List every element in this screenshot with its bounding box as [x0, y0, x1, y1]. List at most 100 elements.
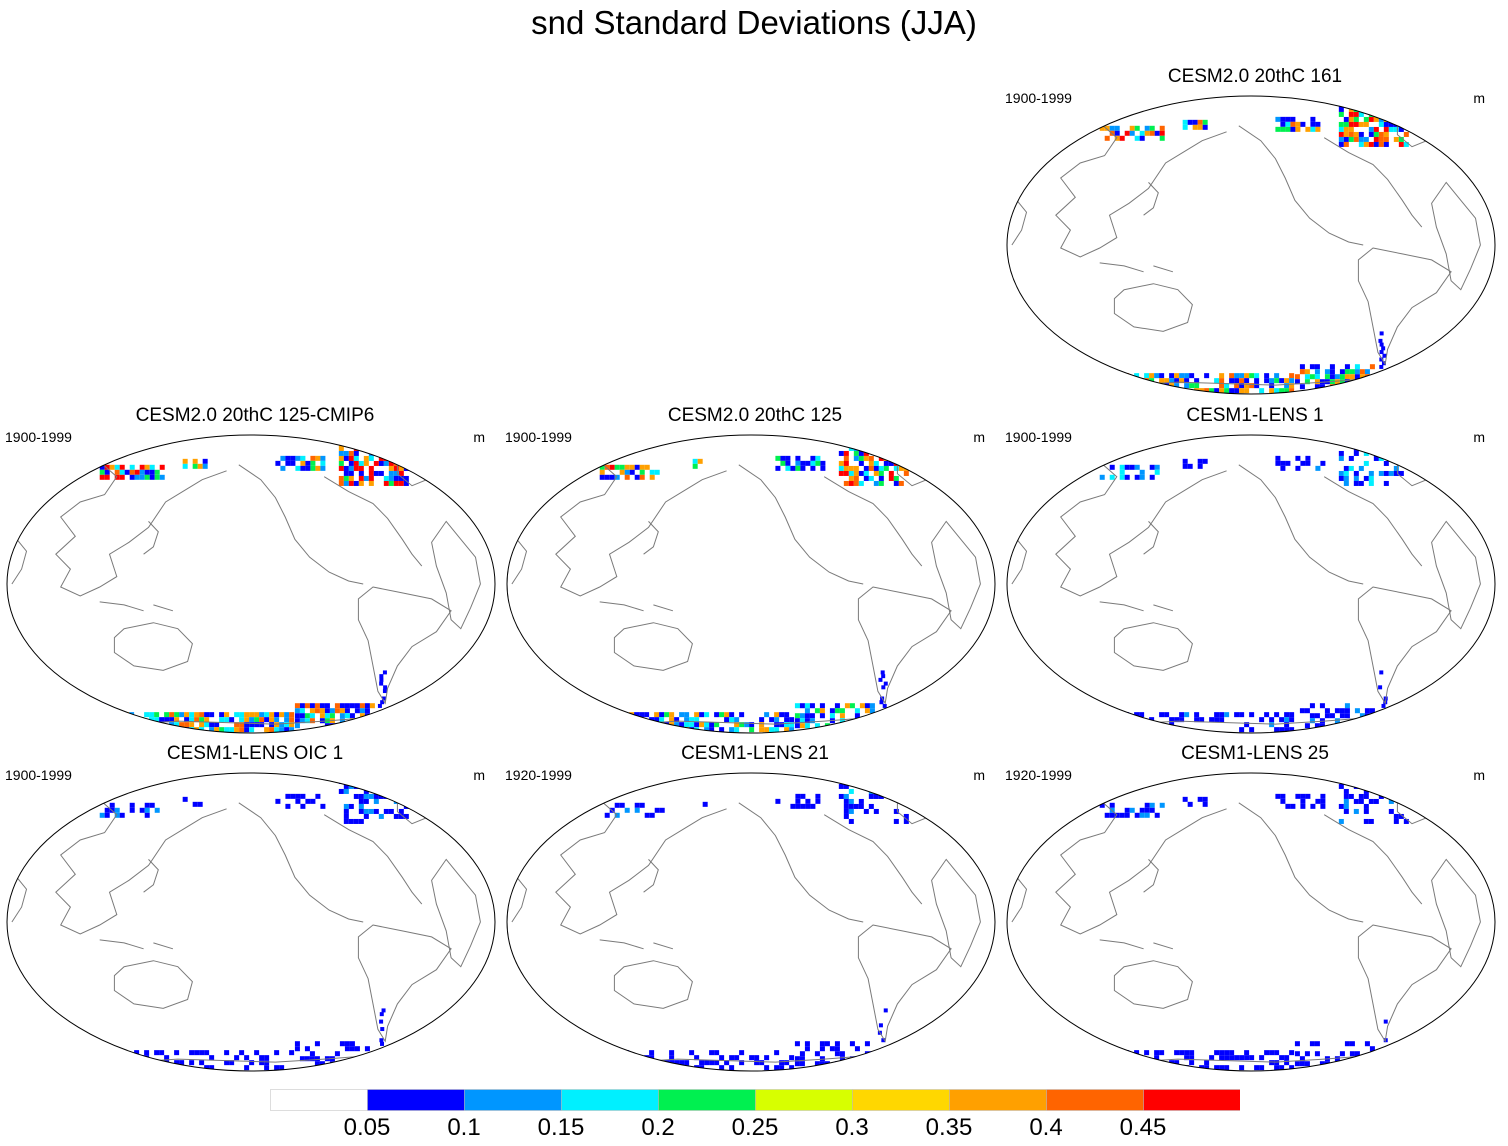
snow-cell — [1379, 364, 1384, 369]
snow-cell — [1275, 126, 1281, 132]
snow-cell — [629, 1055, 635, 1061]
snow-cell — [1393, 470, 1399, 476]
snow-cell — [704, 722, 710, 728]
snow-cell — [764, 1055, 770, 1061]
snow-cell — [1144, 727, 1150, 733]
snow-cell — [149, 469, 155, 475]
snow-cell — [674, 1060, 680, 1066]
snow-cell — [1343, 798, 1349, 804]
snow-cell — [1383, 131, 1389, 137]
snow-cell — [348, 465, 354, 471]
snow-cell — [1119, 812, 1125, 818]
coastline — [238, 802, 364, 923]
snow-cell — [794, 1041, 800, 1047]
snow-cell — [853, 465, 859, 471]
snow-cell — [129, 802, 135, 808]
snow-cell — [1219, 1050, 1225, 1056]
snow-cell — [1134, 1055, 1140, 1061]
snow-cell — [315, 465, 321, 471]
snow-cell — [1378, 788, 1384, 794]
snow-cell — [1192, 119, 1198, 125]
snow-cell — [1359, 374, 1365, 380]
snow-cell — [1179, 727, 1185, 733]
coastline — [238, 464, 364, 585]
snow-cell — [692, 463, 698, 469]
snow-cell — [619, 469, 625, 475]
coastline — [113, 960, 193, 1009]
snow-cell — [624, 807, 630, 813]
coastline — [55, 461, 227, 597]
coastline — [896, 793, 928, 825]
snow-cell — [843, 803, 849, 809]
snow-cell — [209, 1055, 215, 1061]
snow-cell — [1369, 364, 1375, 370]
snow-cell — [634, 807, 640, 813]
colorbar-label: 0.1 — [447, 1114, 481, 1141]
snow-cell — [368, 808, 374, 814]
snow-cell — [393, 783, 399, 789]
snow-cell — [1378, 111, 1384, 117]
snow-cell — [800, 803, 806, 809]
snow-cell — [799, 703, 805, 709]
coastline — [738, 802, 864, 923]
snow-cell — [329, 713, 335, 719]
snow-cell — [379, 681, 384, 686]
snow-cell — [104, 469, 110, 475]
coastline — [357, 924, 452, 1043]
snow-cell — [838, 465, 844, 471]
snow-cell — [1378, 685, 1383, 690]
snow-cell — [369, 723, 375, 729]
snow-cell — [1269, 717, 1275, 723]
snow-cell — [1319, 1061, 1325, 1067]
panel-years: 1900-1999 — [1005, 429, 1072, 445]
snow-cell — [1339, 1061, 1345, 1067]
snow-cell — [363, 445, 369, 451]
snow-cell — [1339, 374, 1345, 380]
snow-cell — [1202, 458, 1208, 464]
snow-cell — [119, 474, 125, 480]
snow-cell — [1184, 1050, 1190, 1056]
snow-cell — [878, 1023, 883, 1028]
snow-cell — [358, 803, 364, 809]
snow-cell — [814, 1061, 820, 1067]
snow-cell — [679, 722, 685, 728]
snow-cell — [614, 474, 620, 480]
snow-cell — [1197, 119, 1203, 125]
snow-cell — [1363, 808, 1369, 814]
coastline — [1396, 793, 1428, 825]
snow-cell — [1159, 130, 1165, 136]
snow-cell — [629, 464, 635, 470]
snow-cell — [1139, 135, 1145, 141]
snow-cell — [348, 818, 354, 824]
snow-cell — [1304, 1061, 1310, 1067]
snow-cell — [1179, 378, 1185, 384]
snow-cell — [679, 1060, 685, 1066]
snow-cell — [114, 474, 120, 480]
snow-cell — [1363, 460, 1369, 466]
snow-cell — [869, 708, 875, 714]
snow-cell — [878, 475, 884, 481]
coastline — [11, 876, 28, 923]
snow-cell — [139, 1065, 145, 1071]
snow-cell — [819, 1056, 825, 1062]
snow-cell — [1338, 141, 1344, 147]
snow-cell — [154, 807, 160, 813]
snow-cell — [1363, 136, 1369, 142]
snow-cell — [697, 458, 703, 464]
snow-cell — [1294, 1051, 1300, 1057]
snow-cell — [1289, 378, 1295, 384]
coastline — [323, 476, 423, 567]
snow-cell — [339, 708, 345, 714]
snow-cell — [383, 475, 389, 481]
snow-cell — [1275, 116, 1281, 122]
snow-cell — [774, 1050, 780, 1056]
snow-cell — [883, 460, 889, 466]
colorbar-box — [1046, 1089, 1144, 1111]
snow-cell — [1284, 1060, 1290, 1066]
snow-cell — [664, 727, 670, 733]
snow-cell — [1368, 141, 1374, 147]
snow-cell — [289, 722, 295, 728]
snow-cell — [1348, 465, 1354, 471]
snow-cell — [843, 798, 849, 804]
snow-cell — [348, 475, 354, 481]
